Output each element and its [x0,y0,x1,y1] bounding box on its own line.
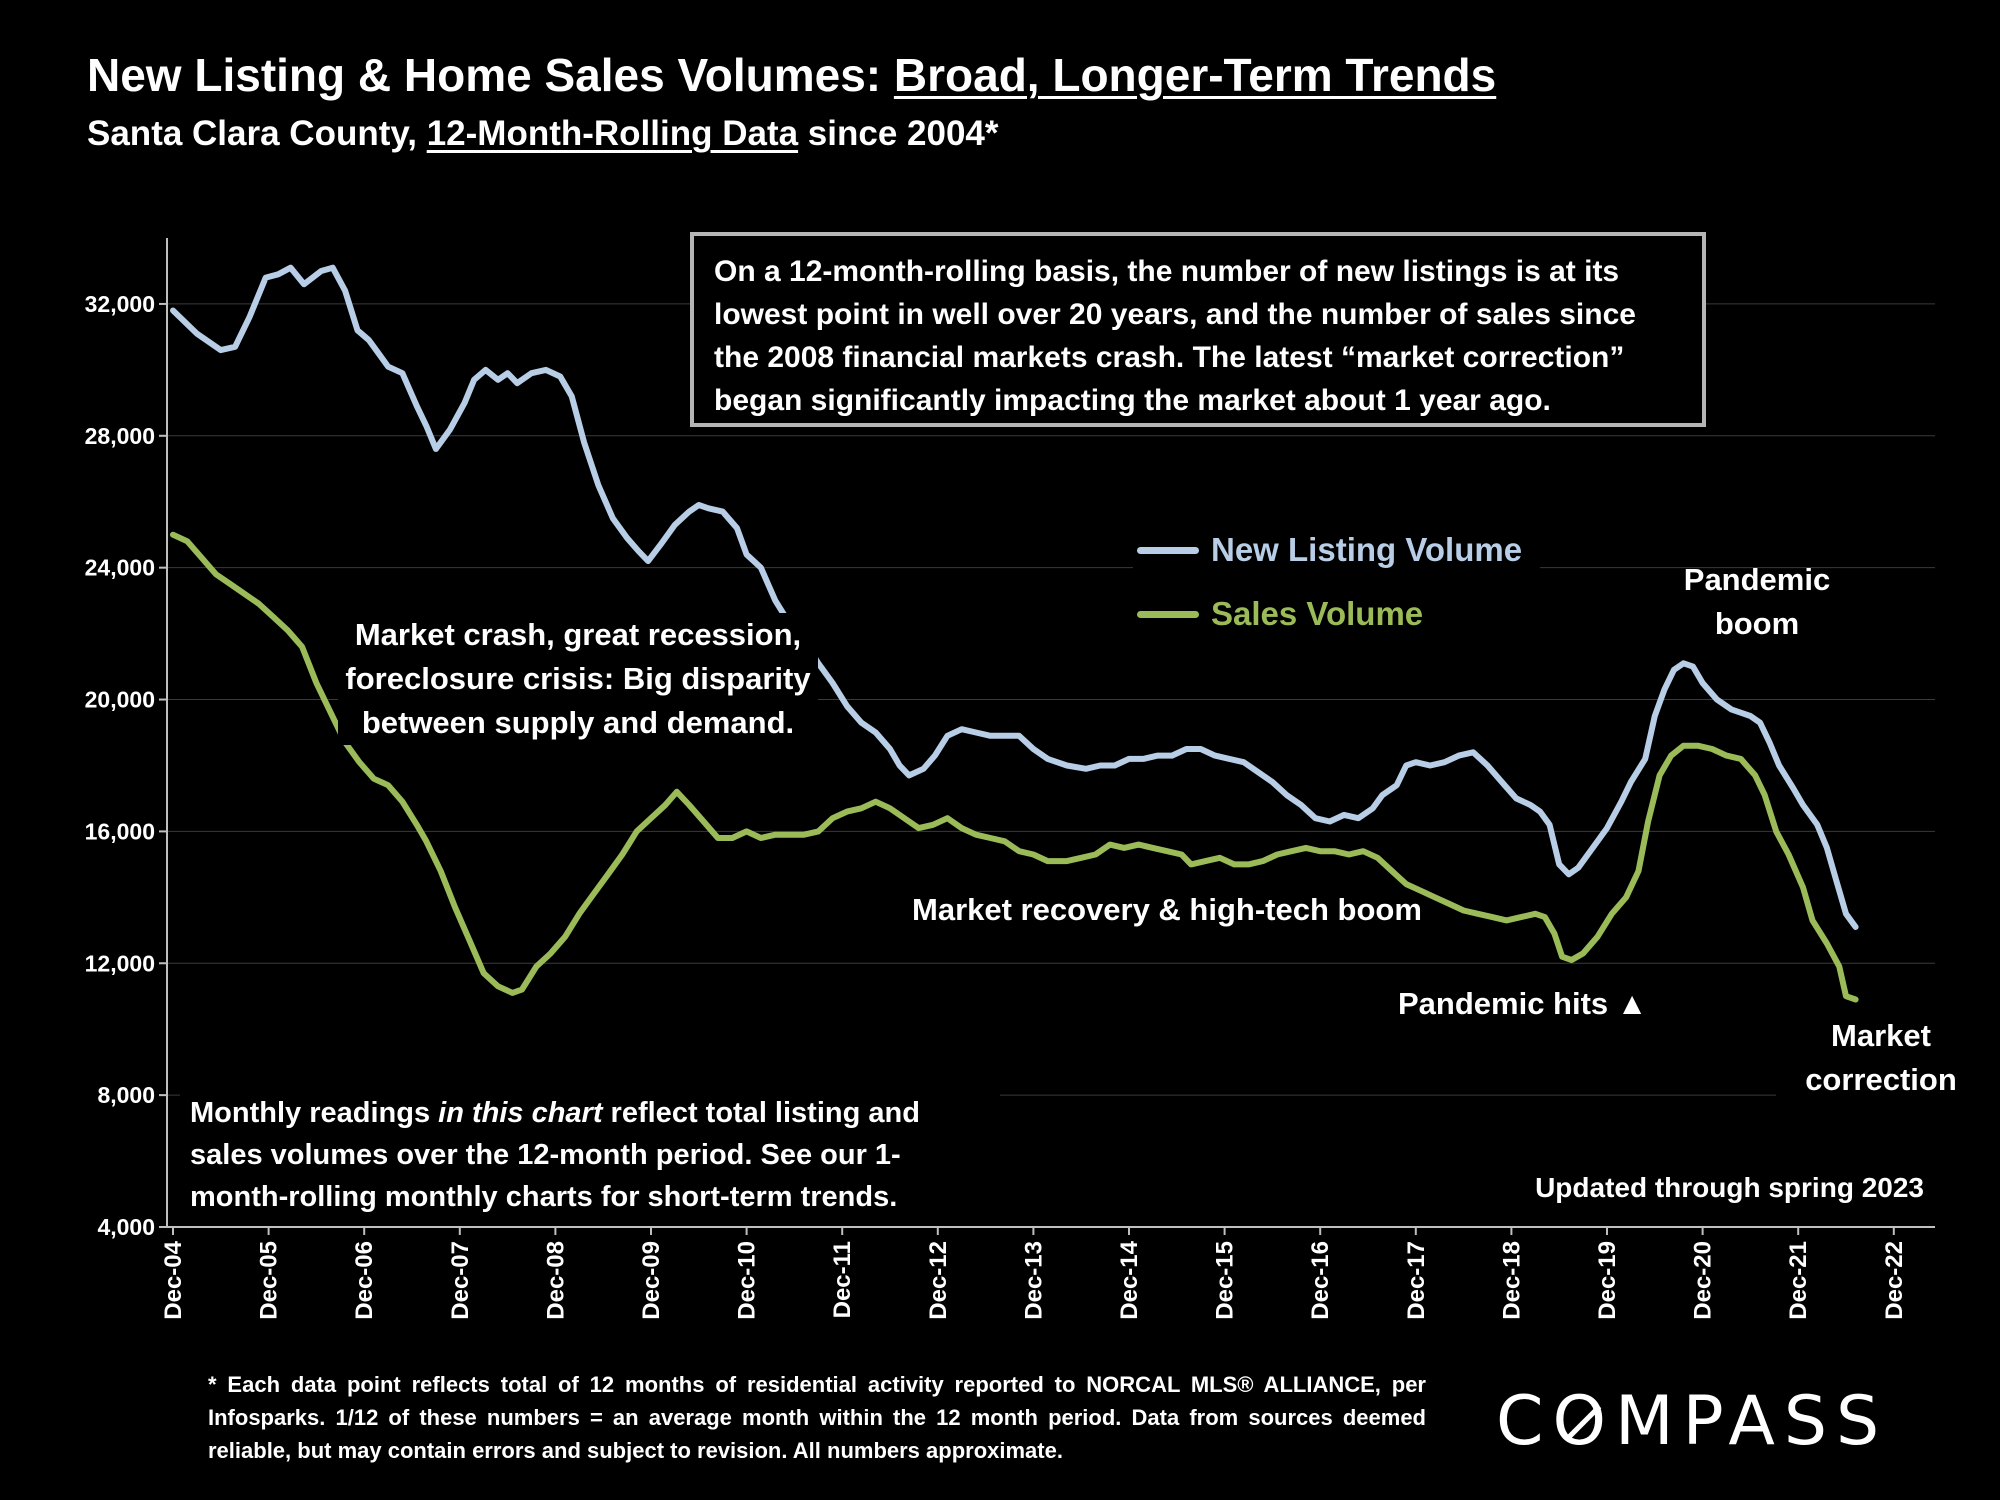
note-after: reflect total listing and sales volumes … [190,1097,920,1213]
x-tick-label: Dec-19 [1594,1241,1621,1320]
x-axis-ticks: Dec-04 Dec-05 Dec-06 Dec-07 Dec-08 Dec-09 Dec-… [160,1227,1908,1320]
series-line-new-listing [170,264,1859,930]
note-italic: in this chart [438,1097,603,1129]
x-tick-label: Dec-07 [447,1241,474,1320]
x-tick-label: Dec-05 [256,1241,283,1320]
x-tick-label: Dec-22 [1881,1241,1908,1320]
chart-title: New Listing & Home Sales Volumes: Broad,… [87,48,1496,102]
logo-o: O [1552,1382,1615,1461]
annotation-market-correction: Market correction [1776,1014,1986,1102]
x-tick-label: Dec-06 [351,1241,378,1320]
logo-part-3: MPASS [1615,1382,1889,1461]
x-tick-label: Dec-20 [1690,1241,1717,1320]
title-prefix: New Listing & Home Sales Volumes: [87,49,894,101]
x-tick-label: Dec-14 [1116,1240,1143,1319]
x-tick-label: Dec-16 [1307,1241,1334,1320]
annotation-pandemic-hits: Pandemic hits ▲ [1398,986,1648,1021]
x-tick-label: Dec-21 [1785,1241,1812,1320]
compass-logo: COMPASS [1496,1382,1888,1461]
x-tick-label: Dec-10 [734,1241,761,1320]
x-tick-label: Dec-13 [1020,1241,1047,1320]
footnote: * Each data point reflects total of 12 m… [208,1372,1426,1463]
x-tick-label: Dec-15 [1212,1241,1239,1320]
legend-swatch-sales [1137,610,1199,618]
subtitle-suffix: since 2004* [798,114,999,153]
y-axis-ticks: 4,000 8,000 12,000 16,000 20,000 24,000 28,000… [85,291,167,1240]
x-tick-label: Dec-12 [925,1241,952,1320]
series-lines [170,264,1859,1003]
x-tick-label: Dec-08 [542,1241,569,1320]
y-tick-label: 28,000 [85,423,155,449]
y-tick-label: 24,000 [85,555,155,581]
y-tick-label: 8,000 [97,1082,155,1108]
y-tick-label: 4,000 [97,1214,155,1240]
updated-label: Updated through spring 2023 [1535,1172,1924,1203]
legend-item-listing: New Listing Volume [1137,518,1522,582]
logo-part-2: O [1552,1382,1616,1461]
subtitle-underlined: 12-Month-Rolling Data [426,114,799,153]
y-tick-label: 12,000 [85,950,155,976]
chart-subtitle: Santa Clara County, 12-Month-Rolling Dat… [87,114,999,154]
note-before: Monthly readings [190,1097,439,1129]
x-tick-label: Dec-04 [160,1240,187,1319]
series-line-sales [170,531,1859,1003]
y-tick-label: 16,000 [85,818,155,844]
y-tick-label: 32,000 [85,291,155,317]
info-box: On a 12-month-rolling basis, the number … [690,232,1706,427]
legend-swatch-listing [1137,546,1199,554]
subtitle-prefix: Santa Clara County, [87,114,427,153]
x-tick-label: Dec-11 [829,1241,856,1318]
chart-note: Monthly readings in this chart reflect t… [180,1088,1000,1222]
x-tick-label: Dec-09 [638,1241,665,1320]
title-underlined: Broad, Longer-Term Trends [893,49,1497,101]
x-tick-label: Dec-18 [1498,1241,1525,1320]
annotation-pandemic-boom: Pandemic boom [1683,562,1831,641]
x-tick-label: Dec-17 [1403,1241,1430,1320]
legend-label-listing: New Listing Volume [1211,531,1523,568]
logo-part-1: C [1496,1382,1553,1461]
y-tick-label: 20,000 [85,687,155,713]
annotation-recovery: Market recovery & high-tech boom [912,892,1422,927]
legend-item-sales: Sales Volume [1137,582,1522,646]
annotation-crash: Market crash, great recession, foreclosu… [338,613,818,745]
legend-label-sales: Sales Volume [1211,595,1424,632]
legend: New Listing Volume Sales Volume [1133,512,1541,652]
